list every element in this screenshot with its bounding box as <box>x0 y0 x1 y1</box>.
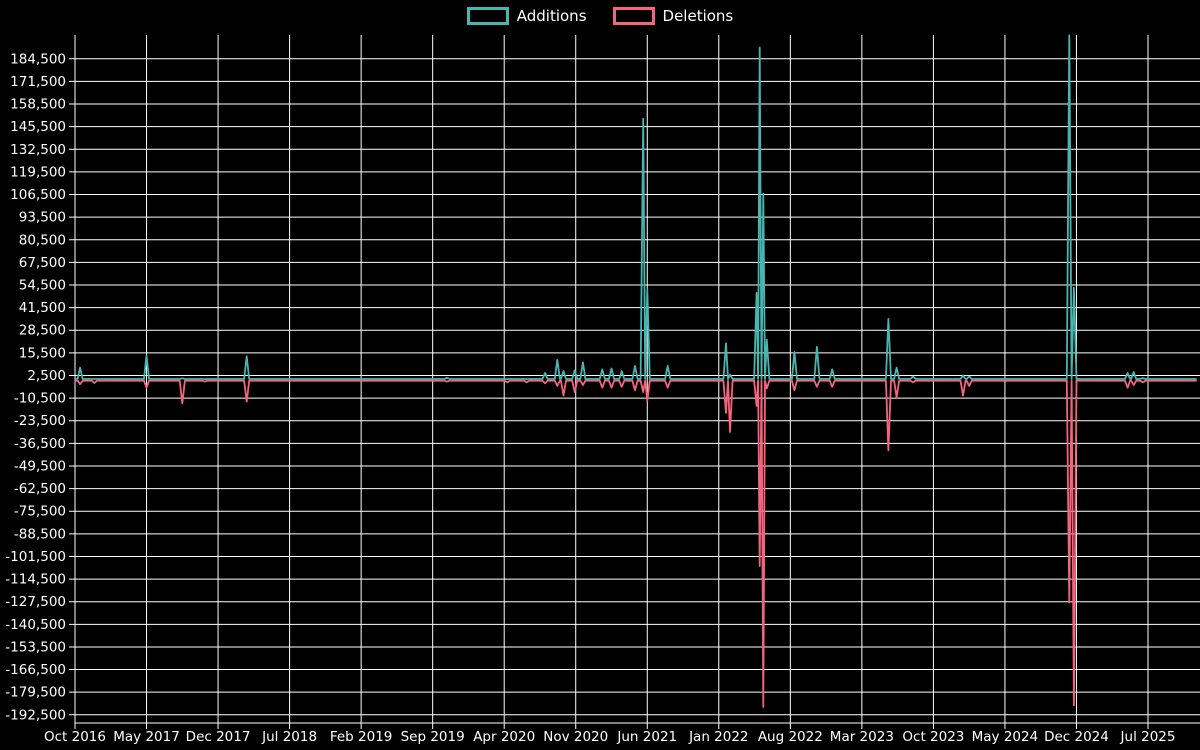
y-tick-label: 119,500 <box>10 164 66 180</box>
x-tick-label: Nov 2020 <box>543 729 608 745</box>
x-tick-label: Sep 2019 <box>401 729 465 745</box>
y-tick-label: -10,500 <box>14 391 66 407</box>
y-tick-label: -36,500 <box>14 436 66 452</box>
y-tick-label: -75,500 <box>14 504 66 520</box>
x-tick-label: Jul 2025 <box>1120 729 1176 745</box>
x-tick-label: Apr 2020 <box>473 729 535 745</box>
x-tick-label: May 2024 <box>972 729 1039 745</box>
additions-line <box>74 34 1197 381</box>
y-tick-label: -153,500 <box>5 639 66 655</box>
y-tick-label: 132,500 <box>10 142 66 158</box>
legend-deletions[interactable]: Deletions <box>612 7 734 25</box>
y-tick-label: -140,500 <box>5 617 66 633</box>
y-tick-label: 184,500 <box>10 51 66 67</box>
y-tick-label: 28,500 <box>19 323 66 339</box>
y-tick-label: -179,500 <box>5 685 66 701</box>
y-tick-label: -114,500 <box>5 572 66 588</box>
y-tick-label: 145,500 <box>10 119 66 135</box>
y-tick-label: -49,500 <box>14 458 66 474</box>
y-tick-label: 15,500 <box>19 345 66 361</box>
y-tick-label: 54,500 <box>19 278 66 294</box>
x-tick-label: Feb 2019 <box>330 729 393 745</box>
y-tick-label: -192,500 <box>5 707 66 723</box>
y-tick-label: 93,500 <box>19 210 66 226</box>
x-tick-label: Dec 2024 <box>1044 729 1109 745</box>
y-tick-label: -23,500 <box>14 413 66 429</box>
x-tick-label: Dec 2017 <box>186 729 251 745</box>
x-tick-label: Jul 2018 <box>261 729 317 745</box>
x-tick-label: Aug 2022 <box>758 729 823 745</box>
x-tick-label: Oct 2016 <box>44 729 106 745</box>
y-tick-label: 2,500 <box>27 368 66 384</box>
y-tick-label: -101,500 <box>5 549 66 565</box>
y-tick-label: 41,500 <box>19 300 66 316</box>
x-tick-label: Jan 2022 <box>688 729 748 745</box>
deletions-swatch-icon <box>612 7 655 25</box>
y-tick-label: 80,500 <box>19 232 66 248</box>
legend-additions[interactable]: Additions <box>466 7 587 25</box>
y-tick-label: 171,500 <box>10 74 66 90</box>
chart-legend: Additions Deletions <box>0 7 1200 25</box>
additions-label: Additions <box>516 7 587 25</box>
y-tick-label: 158,500 <box>10 97 66 113</box>
deletions-label: Deletions <box>662 7 734 25</box>
y-tick-label: -62,500 <box>14 481 66 497</box>
deletions-line <box>74 379 1197 708</box>
additions-swatch-icon <box>466 7 509 25</box>
x-tick-label: May 2017 <box>113 729 180 745</box>
y-tick-label: -127,500 <box>5 594 66 610</box>
x-tick-label: Mar 2023 <box>830 729 894 745</box>
x-tick-label: Oct 2023 <box>902 729 964 745</box>
y-tick-label: -166,500 <box>5 662 66 678</box>
y-tick-label: 67,500 <box>19 255 66 271</box>
y-tick-label: 106,500 <box>10 187 66 203</box>
y-tick-label: -88,500 <box>14 526 66 542</box>
x-tick-label: Jun 2021 <box>616 729 677 745</box>
